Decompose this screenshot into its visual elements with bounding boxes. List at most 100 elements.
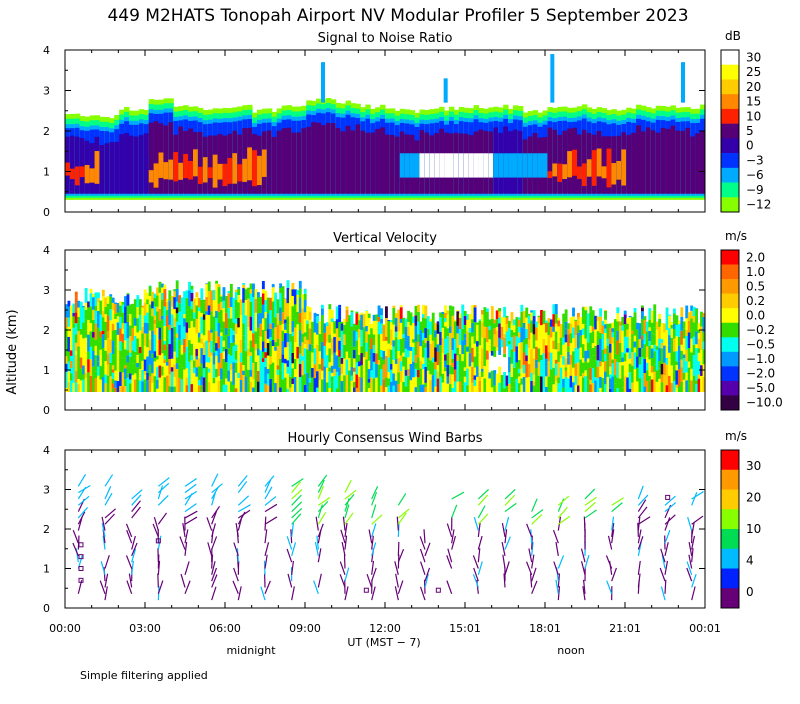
vv-cell — [594, 316, 597, 330]
vv-cell — [358, 314, 361, 320]
vv-cell — [208, 315, 211, 330]
vv-cell — [163, 306, 166, 310]
vv-cell — [203, 335, 206, 342]
vv-cell — [272, 346, 275, 363]
vv-cell — [163, 341, 166, 345]
vv-cell — [543, 339, 546, 353]
vv-cell — [390, 382, 393, 392]
snr-cell — [508, 153, 513, 177]
vv-cell — [355, 348, 358, 353]
vv-cell — [171, 387, 174, 392]
vv-cell — [343, 345, 346, 359]
snr-cell — [646, 127, 651, 193]
vv-cell — [570, 365, 573, 376]
vv-cell — [375, 337, 378, 344]
colorbar-swatch — [721, 490, 739, 510]
vv-cell — [611, 350, 614, 360]
vv-cell — [488, 320, 491, 326]
vv-cell — [250, 284, 253, 290]
vv-cell — [274, 317, 277, 327]
vv-cell — [183, 318, 186, 326]
wind-barb — [265, 476, 274, 487]
vv-cell — [466, 347, 469, 352]
vv-cell — [469, 349, 472, 353]
vv-cell — [668, 328, 671, 335]
vv-cell — [205, 324, 208, 341]
vv-cell — [225, 308, 228, 312]
vv-cell — [341, 331, 344, 343]
vv-cell — [193, 360, 196, 367]
vv-cell — [188, 340, 191, 351]
vv-cell — [528, 371, 531, 377]
vv-cell — [501, 317, 504, 327]
colorbar-label: −3 — [746, 153, 764, 167]
vv-cell — [518, 317, 521, 319]
vv-cell — [658, 368, 661, 379]
vv-cell — [693, 322, 696, 336]
vv-cell — [629, 389, 632, 392]
colorbar-label: 20 — [746, 80, 761, 94]
vv-cell — [520, 385, 523, 392]
vv-cell — [678, 324, 681, 337]
vv-cell — [198, 307, 201, 311]
vv-cell — [296, 375, 299, 392]
wind-barb — [233, 581, 238, 594]
vv-cell — [154, 324, 157, 335]
vv-cell — [237, 289, 240, 295]
vv-cell — [338, 308, 341, 322]
vv-cell — [661, 339, 664, 343]
vv-cell — [503, 307, 506, 318]
vv-cell — [154, 298, 157, 301]
vv-cell — [444, 367, 447, 371]
vv-cell — [666, 321, 669, 330]
vv-cell — [122, 334, 125, 343]
vv-cell — [306, 306, 309, 310]
vv-cell — [269, 337, 272, 341]
vv-cell — [176, 322, 179, 334]
vv-cell — [651, 380, 654, 392]
vv-cell — [168, 300, 171, 311]
vv-cell — [166, 327, 169, 336]
colorbar-swatch — [721, 265, 739, 280]
vv-cell — [363, 340, 366, 357]
vv-cell — [368, 314, 371, 318]
vv-cell — [447, 353, 450, 365]
vv-cell — [683, 322, 686, 329]
vv-cell — [570, 343, 573, 355]
vv-cell — [205, 284, 208, 285]
vv-cell — [80, 357, 83, 368]
vv-cell — [506, 331, 509, 346]
vv-cell — [336, 388, 339, 392]
vv-cell — [557, 343, 560, 351]
vv-cell — [301, 308, 304, 324]
vv-cell — [471, 367, 474, 383]
vv-cell — [587, 313, 590, 319]
vv-cell — [289, 356, 292, 370]
vv-cell — [134, 305, 137, 318]
vv-cell — [304, 312, 307, 319]
vv-cell — [419, 338, 422, 346]
vv-cell — [685, 306, 688, 319]
vv-cell — [405, 349, 408, 358]
vv-cell — [646, 357, 649, 363]
vv-cell — [289, 305, 292, 318]
vv-cell — [607, 377, 610, 392]
vv-cell — [291, 363, 294, 368]
vv-cell — [459, 371, 462, 381]
vv-cell — [328, 309, 331, 323]
vv-cell — [102, 311, 105, 317]
vv-cell — [552, 304, 555, 314]
vv-cell — [205, 362, 208, 367]
vv-cell — [469, 377, 472, 392]
vv-cell — [675, 380, 678, 384]
vv-cell — [419, 361, 422, 369]
vv-cell — [675, 365, 678, 370]
wind-barb — [660, 568, 665, 581]
vv-cell — [405, 357, 408, 369]
vv-cell — [321, 342, 324, 359]
vv-cell — [301, 375, 304, 392]
vv-cell — [112, 341, 115, 355]
vv-cell — [579, 376, 582, 392]
vv-cell — [257, 302, 260, 313]
vv-cell — [496, 310, 499, 319]
